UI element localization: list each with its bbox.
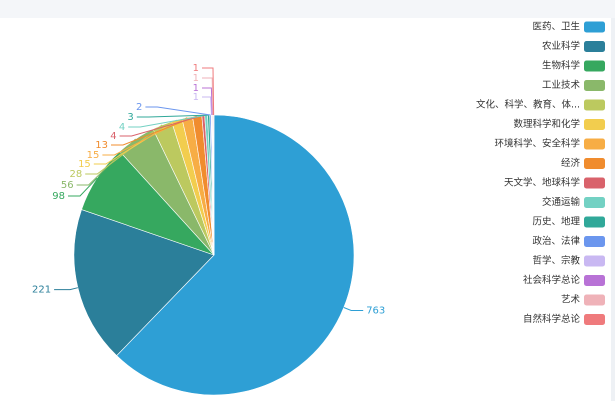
legend-swatch — [584, 275, 605, 286]
pie-value-label: 15 — [78, 159, 91, 170]
pie-value-label: 1 — [193, 73, 199, 84]
label-leader-line — [343, 307, 364, 311]
pie-value-label: 4 — [119, 122, 125, 133]
legend-item[interactable]: 生物科学 — [542, 60, 605, 72]
legend-label: 环境科学、安全科学 — [494, 138, 580, 150]
label-leader-line — [111, 115, 198, 146]
legend-swatch — [584, 99, 605, 111]
right-panel-edge — [611, 18, 615, 401]
legend-swatch — [584, 60, 605, 72]
legend-label: 文化、科学、教育、体... — [476, 99, 580, 111]
pie-value-label: 3 — [127, 112, 133, 123]
legend-label: 交通运输 — [542, 196, 581, 208]
legend-item[interactable]: 天文学、地球科学 — [504, 177, 605, 189]
legend-swatch — [584, 216, 605, 228]
legend-label: 社会科学总论 — [523, 274, 581, 286]
label-leader-line — [76, 138, 136, 186]
legend-swatch — [584, 138, 605, 150]
legend-swatch — [584, 41, 605, 52]
pie-value-label: 28 — [69, 169, 82, 180]
top-toolbar-strip — [0, 0, 615, 18]
legend-item[interactable]: 环境科学、安全科学 — [494, 138, 605, 150]
legend-item[interactable]: 自然科学总论 — [523, 313, 605, 325]
label-leader-line — [102, 117, 188, 156]
legend-label: 历史、地理 — [532, 216, 580, 228]
legend-swatch — [584, 236, 605, 247]
label-leader-line — [202, 77, 214, 116]
label-leader-line — [202, 87, 213, 116]
pie-value-label: 1 — [193, 83, 199, 94]
label-leader-line — [68, 177, 98, 197]
legend-swatch — [584, 177, 605, 189]
legend-swatch — [584, 21, 605, 33]
legend-label: 数理科学和化学 — [513, 118, 580, 130]
legend-item[interactable]: 数理科学和化学 — [513, 118, 605, 130]
legend-item[interactable]: 工业技术 — [542, 79, 605, 91]
label-leader-line — [202, 67, 215, 116]
pie-value-label: 15 — [87, 150, 100, 161]
pie-value-label: 763 — [366, 305, 385, 316]
label-leader-line — [136, 114, 209, 118]
legend-swatch — [584, 119, 605, 130]
legend-swatch — [584, 294, 605, 306]
pie-value-label: 98 — [52, 191, 65, 202]
legend-label: 医药、卫生 — [532, 21, 580, 33]
label-leader-line — [202, 96, 212, 116]
pie-value-label: 56 — [61, 180, 74, 191]
legend-label: 生物科学 — [542, 60, 580, 72]
pie-value-label: 221 — [32, 285, 51, 296]
pie-value-label: 1 — [193, 63, 199, 74]
legend-item[interactable]: 政治、法律 — [532, 235, 605, 247]
pie-value-label: 4 — [110, 131, 116, 142]
legend-item[interactable]: 农业科学 — [542, 40, 605, 52]
legend-label: 天文学、地球科学 — [504, 177, 580, 189]
legend-item[interactable]: 医药、卫生 — [532, 21, 605, 33]
legend-swatch — [584, 255, 605, 267]
pie-value-label: 1 — [193, 92, 199, 103]
label-leader-line — [128, 114, 207, 128]
label-leader-line — [145, 106, 211, 116]
legend-item[interactable]: 哲学、宗教 — [532, 255, 605, 267]
legend-item[interactable]: 交通运输 — [542, 196, 605, 208]
legend-item[interactable]: 经济 — [561, 157, 605, 169]
pie-value-label: 13 — [95, 140, 108, 151]
legend-swatch — [584, 314, 605, 325]
legend-swatch — [584, 197, 605, 208]
legend-label: 自然科学总论 — [523, 313, 581, 325]
legend-label: 政治、法律 — [532, 235, 580, 247]
pie-slice[interactable] — [73, 209, 215, 357]
label-leader-line — [54, 287, 78, 291]
legend-label: 经济 — [561, 157, 581, 169]
pie-slices — [73, 114, 355, 396]
legend-item[interactable]: 社会科学总论 — [523, 274, 605, 286]
legend-label: 哲学、宗教 — [532, 255, 580, 267]
legend-item[interactable]: 艺术 — [561, 294, 605, 306]
legend-label: 艺术 — [561, 294, 581, 306]
legend-swatch — [584, 158, 605, 169]
legend-item[interactable]: 文化、科学、教育、体... — [476, 99, 605, 111]
legend-swatch — [584, 80, 605, 91]
pie-value-label: 2 — [136, 102, 142, 113]
label-leader-line — [119, 114, 204, 137]
legend-label: 农业科学 — [542, 40, 580, 52]
legend-item[interactable]: 历史、地理 — [532, 216, 605, 228]
legend-label: 工业技术 — [542, 79, 581, 91]
